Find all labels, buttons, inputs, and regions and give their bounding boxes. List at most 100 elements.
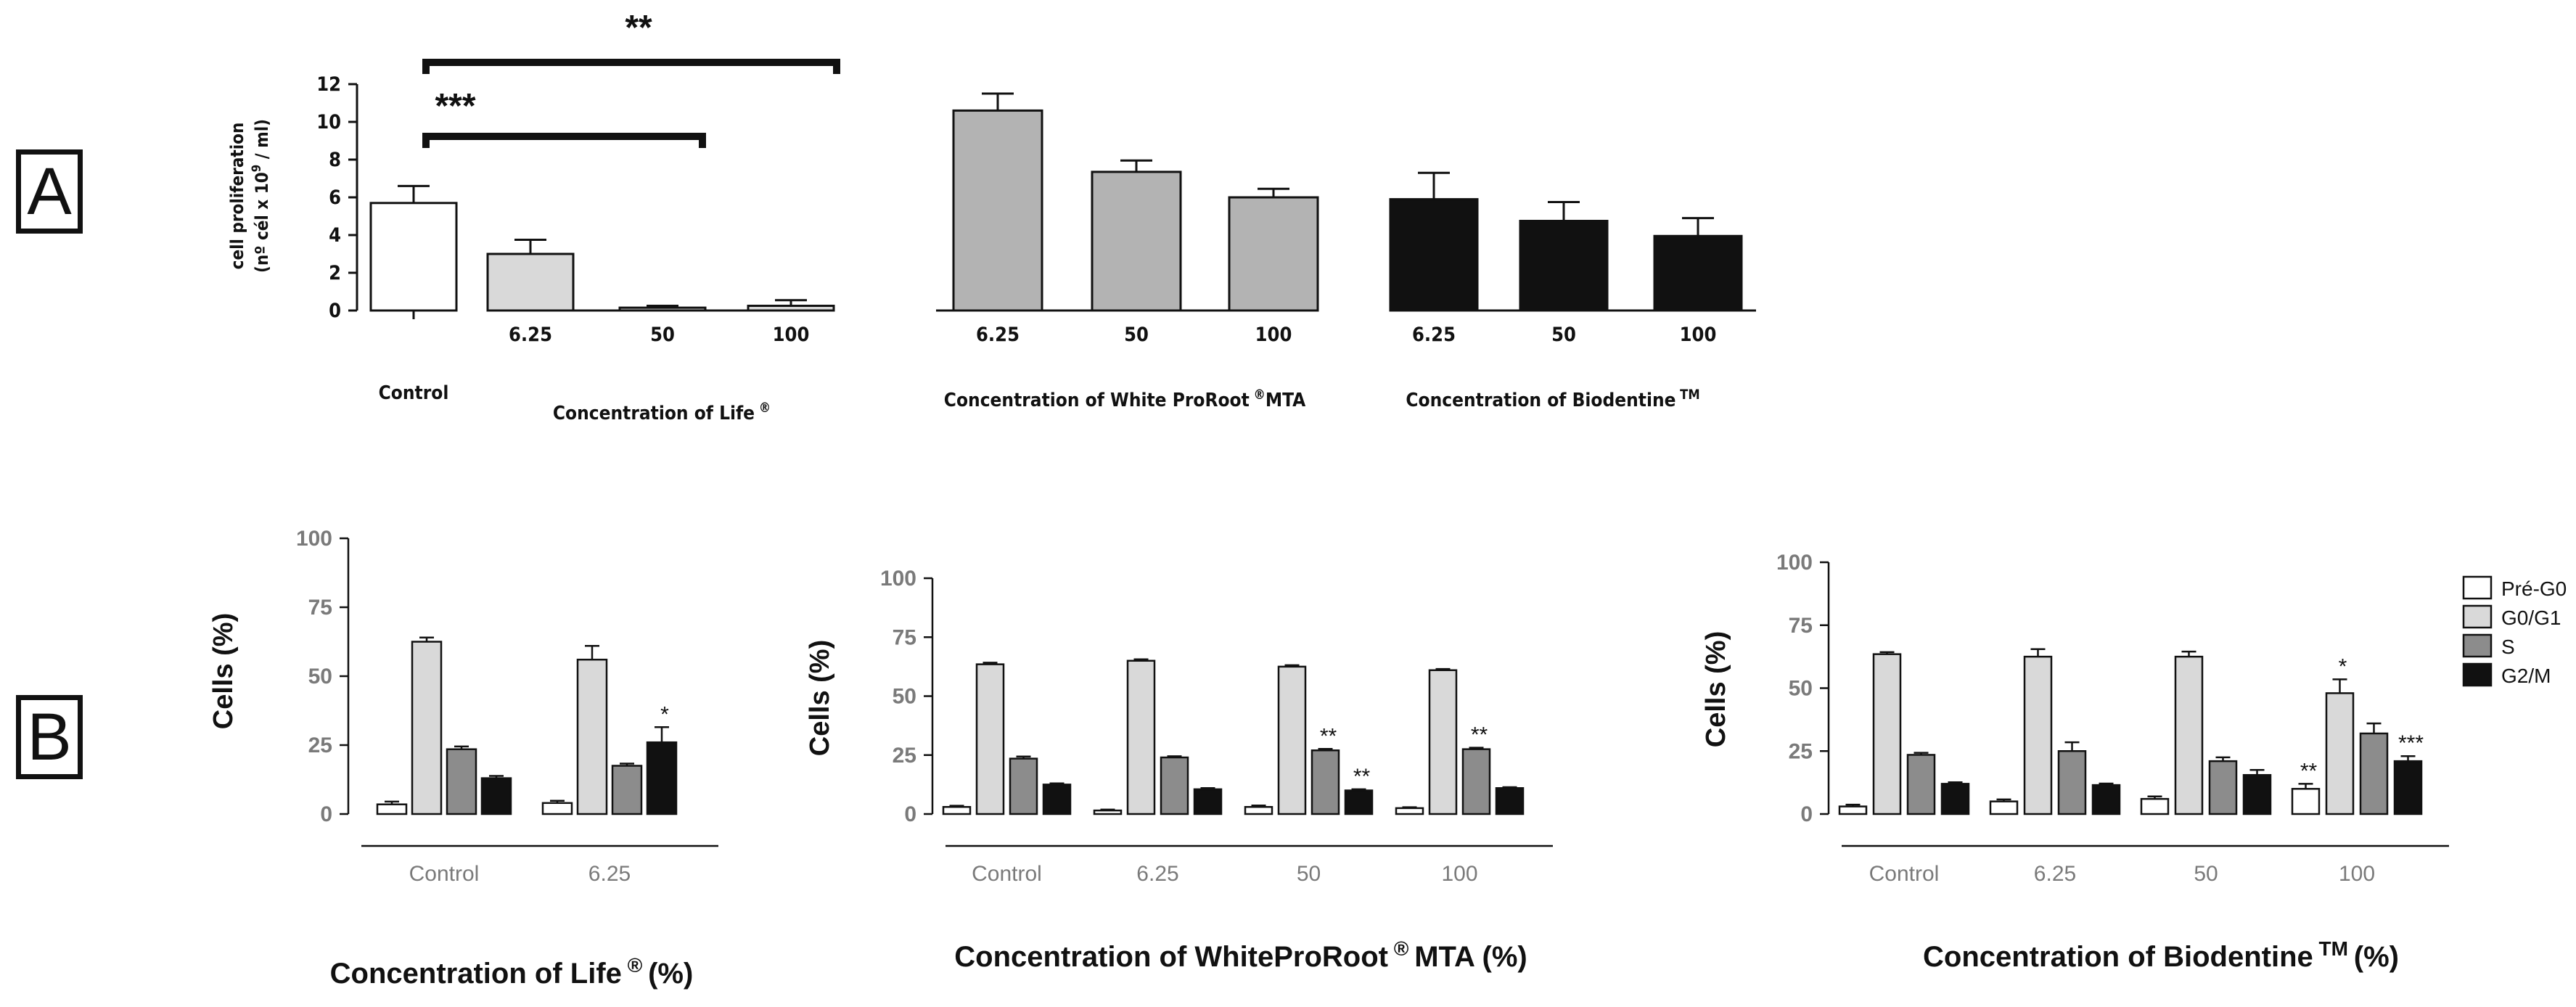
panel-a-bar [486, 252, 575, 312]
panel-a-y-tick-label: 2 [329, 262, 341, 284]
panel-b-bar [2208, 760, 2238, 815]
panel-a-y-tick-label: 12 [316, 73, 341, 96]
panel-b-bar [2174, 655, 2204, 815]
panel-b-y-tick-label: 0 [320, 802, 332, 826]
panel-a-x-tick-label: 6.25 [976, 324, 1020, 346]
panel-b-x-tick-label: 50 [1297, 862, 1321, 886]
panel-b-bar [942, 806, 972, 815]
panel-b-x-tick-label: 100 [2339, 862, 2375, 886]
panel-b-bar [1428, 669, 1458, 815]
panel-b-y-label: Cells (%) [208, 613, 239, 729]
panel-b-significance-label: ** [1471, 723, 1488, 747]
panel-a-significance-bracket [422, 59, 840, 74]
panel-b-y-tick-label: 75 [893, 625, 916, 649]
legend-swatch [2462, 633, 2493, 658]
panel-b-bar [1940, 783, 1970, 815]
panel-b-label: B [16, 695, 83, 779]
panel-a-bar [369, 202, 458, 312]
panel-b-bar [576, 658, 608, 815]
panel-b-y-tick-label: 25 [893, 744, 916, 768]
panel-a-bar [618, 306, 707, 312]
panel-b-bar [1093, 809, 1123, 815]
panel-b-y-label: Cells (%) [805, 640, 835, 756]
panel-b-bar [1277, 665, 1307, 815]
panel-b-bar [1906, 754, 1936, 815]
panel-b-bar [2140, 797, 2170, 815]
label-part: Concentration of Life [330, 958, 622, 990]
panel-b-bar [1461, 748, 1491, 815]
legend-swatch [2462, 575, 2493, 600]
label-part: Control [379, 382, 449, 404]
panel-b-bar [1838, 805, 1868, 815]
panel-b-bar [1160, 756, 1189, 815]
panel-b-x-tick-label: 100 [1441, 862, 1477, 886]
panel-b-x-label: Concentration of Biodentine TM (%) [1923, 937, 2399, 974]
panel-a-label: A [16, 149, 83, 234]
panel-b-bar [1244, 806, 1273, 815]
panel-a-x-tick-label: 50 [1551, 324, 1576, 346]
panel-b-x-tick-label: 50 [2194, 862, 2218, 886]
panel-b-bar [2023, 655, 2053, 815]
panel-b-bar [1495, 787, 1525, 815]
panel-b-bar [541, 802, 573, 815]
panel-a-x-tick-label: 6.25 [509, 324, 552, 346]
panel-a-x-tick-label: 6.25 [1412, 324, 1456, 346]
panel-b-bar [2393, 760, 2423, 815]
panel-b-y-tick-label: 50 [308, 665, 332, 689]
panel-a-significance-bracket [422, 133, 706, 148]
panel-b-x-label: Concentration of Life ® (%) [330, 954, 694, 990]
panel-b-y-tick-label: 100 [1776, 551, 1813, 575]
panel-b-bar [2325, 692, 2355, 815]
legend-label: S [2501, 636, 2515, 658]
legend-label: G0/G1 [2501, 607, 2561, 629]
panel-a-x-tick-label: 100 [773, 324, 810, 346]
panel-b-y-tick-label: 25 [1789, 739, 1813, 763]
panel-a-x-tick-label: 100 [1680, 324, 1717, 346]
label-part: (%) [648, 958, 693, 990]
panel-a-bar [1389, 198, 1479, 312]
panel-b-bar [1989, 800, 2019, 815]
panel-b-significance-label: *** [2398, 731, 2424, 755]
label-part: Concentration of Life [553, 403, 755, 424]
panel-b-y-tick-label: 50 [1789, 677, 1813, 701]
panel-b-x-tick-label: 6.25 [2034, 862, 2076, 886]
panel-a-group-label: Concentration of Life ® [553, 400, 771, 425]
legend-swatch [2462, 604, 2493, 629]
legend-label: G2/M [2501, 665, 2551, 687]
panel-b-y-tick-label: 75 [308, 596, 332, 620]
panel-b-x-tick-label: Control [409, 862, 480, 886]
panel-b-significance-label: ** [1320, 724, 1337, 748]
superscript: ® [1250, 387, 1266, 403]
label-part: Concentration of Biodentine [1406, 390, 1675, 411]
panel-a-group-label: Control [379, 382, 449, 404]
panel-a-y-label: cell proliferation (nº cél x 109 / ml) [227, 119, 272, 273]
panel-b-bar [2242, 773, 2272, 815]
panel-b-bar [1310, 749, 1340, 815]
panel-b-y-label: Cells (%) [1701, 631, 1731, 747]
panel-a-y-tick-label: 10 [316, 111, 341, 133]
superscript: TM [1675, 387, 1699, 403]
panel-b-x-label: Concentration of WhiteProRoot ® MTA (%) [954, 937, 1527, 974]
panel-a-bar [1091, 170, 1182, 312]
panel-b-x-tick-label: Control [1869, 862, 1940, 886]
panel-b-y-tick-label: 100 [880, 567, 916, 591]
panel-a-group-label: Concentration of White ProRoot ®MTA [944, 387, 1305, 412]
panel-b-bar [975, 663, 1005, 815]
panel-b-bar [1344, 789, 1374, 815]
panel-a-x-tick-label: 50 [650, 324, 675, 346]
label-part: Concentration of Biodentine [1923, 941, 2313, 973]
panel-a-bar [747, 305, 835, 312]
label-part: Concentration of White ProRoot [944, 390, 1250, 411]
panel-b-bar [2091, 784, 2121, 815]
panel-b-bar [411, 641, 443, 815]
panel-b-bar [1193, 788, 1223, 815]
panel-b-x-tick-label: 6.25 [1136, 862, 1178, 886]
panel-a-significance-label: *** [435, 87, 475, 126]
panel-b-y-tick-label: 75 [1789, 614, 1813, 638]
panel-a-y-tick-label: 8 [329, 149, 341, 171]
panel-b-bar [2291, 788, 2321, 815]
panel-b-significance-label: ** [2300, 759, 2318, 783]
label-part: MTA (%) [1414, 941, 1527, 973]
y-label-superscript: 9 [249, 165, 263, 173]
